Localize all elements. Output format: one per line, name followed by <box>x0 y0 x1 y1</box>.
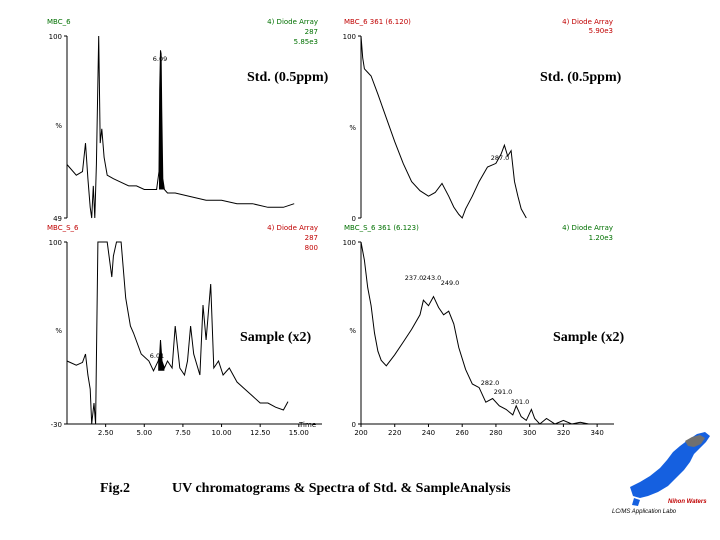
sample-spec-x-tick-label: 240 <box>422 429 435 437</box>
std-spec-header-right-2: 5.90e3 <box>589 27 613 35</box>
sample-spec-header-right-1: 4) Diode Array <box>562 224 613 232</box>
sample-spec-sample-label: Sample (x2) <box>553 330 625 345</box>
panel-std-chromatogram: MBC_6 4) Diode Array 287 5.85e3 100 % 49… <box>47 18 329 223</box>
std-spec-header-left: MBC_6 361 (6.120) <box>344 18 411 26</box>
sample-spec-peak-label-1: 237.0 <box>405 274 424 282</box>
std-chrom-trace <box>66 35 295 219</box>
sample-spec-y-top-label: 100 <box>343 239 356 247</box>
japan-map-icon <box>630 432 710 498</box>
sample-chrom-y-top-label: 100 <box>49 239 62 247</box>
std-spec-y-top-label: 100 <box>343 33 356 41</box>
sample-chrom-x-tick-label: 12.50 <box>250 429 270 437</box>
std-chrom-header-right-1: 4) Diode Array <box>267 18 318 26</box>
sample-spec-header-right-2: 1.20e3 <box>589 234 613 242</box>
std-spec-y-bottom-label: 0 <box>352 215 356 223</box>
sample-spec-x-tick-label: 300 <box>523 429 536 437</box>
nihon-waters-logo: Nihon Waters LC/MS Application Labo <box>612 432 710 515</box>
panel-sample-spectrum: MBC_S_6 361 (6.123) 4) Diode Array 1.20e… <box>343 224 625 437</box>
sample-chrom-x-tick-label: 7.50 <box>175 429 191 437</box>
panel-sample-chromatogram: MBC_S_6 4) Diode Array 287 800 100 % -30… <box>47 224 322 437</box>
sample-spec-peak-label-5: 291.0 <box>494 388 513 396</box>
std-chrom-sample-label: Std. (0.5ppm) <box>247 70 329 85</box>
sample-spec-x-tick-label: 260 <box>456 429 469 437</box>
sample-chrom-header-right-3: 800 <box>305 244 318 252</box>
sample-chrom-trace <box>66 241 289 425</box>
sample-spec-peak-label-4: 282.0 <box>481 379 500 387</box>
std-chrom-header-left: MBC_6 <box>47 18 71 26</box>
sample-chrom-peak-label: 6.01 <box>150 352 164 360</box>
std-spec-y-mid-label: % <box>349 124 356 132</box>
sample-spec-x-tick-label: 340 <box>590 429 603 437</box>
sample-spec-header-left: MBC_S_6 361 (6.123) <box>344 224 419 232</box>
sample-spec-peak-label-6: 301.0 <box>511 398 530 406</box>
sample-chrom-x-title: Time <box>298 421 316 429</box>
std-spec-trace <box>360 35 527 219</box>
sample-chrom-x-tick-label: 15.00 <box>289 429 309 437</box>
sample-spec-y-bottom-label: 0 <box>352 421 356 429</box>
sample-chrom-header-right-1: 4) Diode Array <box>267 224 318 232</box>
sample-chrom-sample-label: Sample (x2) <box>240 330 312 345</box>
std-spec-sample-label: Std. (0.5ppm) <box>540 70 622 85</box>
sample-spec-x-ticks: 200 220 240 260 280 300 320 340 <box>354 424 604 437</box>
std-chrom-peak-label: 6.09 <box>153 55 167 63</box>
sample-spec-x-tick-label: 280 <box>489 429 502 437</box>
kyushu-region-icon <box>632 498 640 506</box>
std-chrom-header-right-2: 287 <box>305 28 318 36</box>
std-chrom-y-bottom-label: 49 <box>53 215 62 223</box>
sample-chrom-y-bottom-label: -30 <box>51 421 62 429</box>
figure-caption: UV chromatograms & Spectra of Std. & Sam… <box>172 481 511 496</box>
sample-spec-trace <box>360 241 589 425</box>
std-chrom-header-right-3: 5.85e3 <box>294 38 318 46</box>
logo-sub-text: LC/MS Application Labo <box>612 509 677 515</box>
sample-chrom-x-ticks: 2.50 5.00 7.50 10.00 12.50 15.00 <box>98 424 309 437</box>
std-spec-header-right-1: 4) Diode Array <box>562 18 613 26</box>
figure-number: Fig.2 <box>100 481 130 496</box>
panel-std-spectrum: MBC_6 361 (6.120) 4) Diode Array 5.90e3 … <box>343 18 622 223</box>
sample-chrom-header-right-2: 287 <box>305 234 318 242</box>
sample-chrom-header-left: MBC_S_6 <box>47 224 79 232</box>
logo-brand-text: Nihon Waters <box>668 499 707 505</box>
sample-chrom-x-tick-label: 2.50 <box>98 429 114 437</box>
sample-spec-y-mid-label: % <box>349 327 356 335</box>
sample-spec-x-tick-label: 220 <box>388 429 401 437</box>
std-chrom-y-mid-label: % <box>55 122 62 130</box>
std-chrom-y-top-label: 100 <box>49 33 62 41</box>
sample-spec-x-tick-label: 200 <box>354 429 367 437</box>
sample-spec-peak-label-3: 249.0 <box>441 279 460 287</box>
sample-spec-peak-label-2: 243.0 <box>423 274 442 282</box>
hokkaido-region-icon <box>685 435 705 447</box>
sample-chrom-x-tick-label: 10.00 <box>212 429 232 437</box>
std-spec-peak-label: 287.0 <box>491 154 510 162</box>
sample-chrom-y-mid-label: % <box>55 327 62 335</box>
sample-spec-x-tick-label: 320 <box>557 429 570 437</box>
sample-chrom-x-tick-label: 5.00 <box>136 429 152 437</box>
